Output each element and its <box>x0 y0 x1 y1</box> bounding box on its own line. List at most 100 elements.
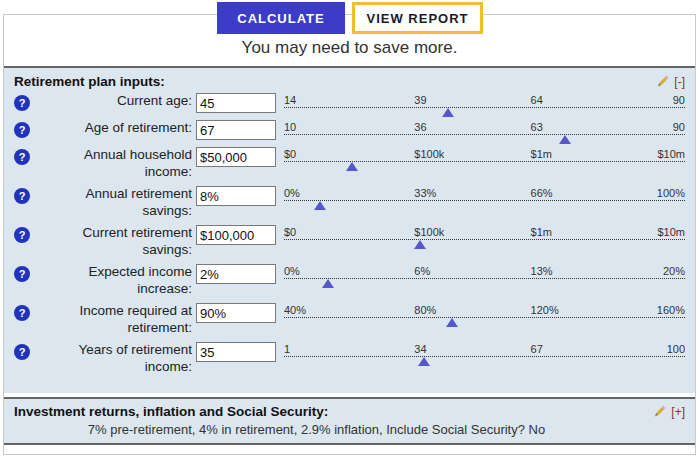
slider-tick-label: 14 <box>284 94 296 106</box>
input-row: ? Current age: 14 39 64 90 <box>12 93 687 120</box>
row-label: Current age: <box>42 93 192 110</box>
row-input[interactable] <box>196 93 276 113</box>
slider-track[interactable]: 0% 33% 66% 100% <box>284 186 685 212</box>
slider-tick-label: 1 <box>284 343 290 355</box>
row-label: Years of retirement income: <box>42 342 192 376</box>
slider-tick-label: 0% <box>284 265 300 277</box>
slider-tick-label: $0 <box>284 148 296 160</box>
input-row: ? Expected income increase: 0% 6% 13% 20% <box>12 264 687 303</box>
calculator-panel: You may need to save more. Retirement pl… <box>3 14 696 455</box>
slider-thumb[interactable] <box>559 135 571 144</box>
slider-tick-label: $0 <box>284 226 296 238</box>
input-row: ? Age of retirement: 10 36 63 90 <box>12 120 687 147</box>
slider-tick-label: $10m <box>657 148 685 160</box>
slider-tick-label: 6% <box>414 265 430 277</box>
row-label: Age of retirement: <box>42 120 192 137</box>
slider-track[interactable]: 0% 6% 13% 20% <box>284 264 685 290</box>
row-input[interactable] <box>196 225 276 245</box>
row-label: Current retirement savings: <box>42 225 192 259</box>
slider-tick-label: 67 <box>531 343 543 355</box>
slider-tick-label: 36 <box>414 121 426 133</box>
expand-toggle[interactable]: [+] <box>671 405 685 419</box>
slider-track[interactable]: $0$100k$1m$10m <box>284 225 685 251</box>
slider-thumb[interactable] <box>322 279 334 288</box>
section-title: Investment returns, inflation and Social… <box>14 404 328 419</box>
slider-tick-label: 100% <box>657 187 685 199</box>
help-icon[interactable]: ? <box>14 305 30 321</box>
slider-tick-label: 40% <box>284 304 306 316</box>
slider-tick-label: 66% <box>531 187 553 199</box>
help-icon[interactable]: ? <box>14 266 30 282</box>
section-title: Retirement plan inputs: <box>14 74 165 89</box>
slider-tick-label: 33% <box>414 187 436 199</box>
slider-tick-label: 90 <box>673 121 685 133</box>
help-icon[interactable]: ? <box>14 227 30 243</box>
input-row: ? Years of retirement income: 1 34 67 100 <box>12 342 687 381</box>
slider-track[interactable]: 14 39 64 90 <box>284 93 685 119</box>
pencil-icon[interactable] <box>652 404 667 419</box>
row-label: Annual household income: <box>42 147 192 181</box>
slider-tick-label: 160% <box>657 304 685 316</box>
slider-tick-label: 90 <box>673 94 685 106</box>
help-icon[interactable]: ? <box>14 188 30 204</box>
input-row: ?Current retirement savings:$0$100k$1m$1… <box>12 225 687 264</box>
slider-dotted-line <box>284 317 685 318</box>
slider-tick-label: 20% <box>663 265 685 277</box>
help-icon[interactable]: ? <box>14 344 30 360</box>
slider-tick-label: $100k <box>414 226 444 238</box>
slider-tick-label: 10 <box>284 121 296 133</box>
retirement-inputs-section: Retirement plan inputs: [-] ? Current age… <box>4 66 695 393</box>
slider-tick-label: $100k <box>414 148 444 160</box>
input-rows: ? Current age: 14 39 64 90? Age of retirement:… <box>12 93 687 381</box>
slider-track[interactable]: 10 36 63 90 <box>284 120 685 146</box>
slider-thumb[interactable] <box>414 240 426 249</box>
row-input[interactable] <box>196 120 276 140</box>
slider-dotted-line <box>284 278 685 279</box>
slider-tick-label: 13% <box>531 265 553 277</box>
row-input[interactable] <box>196 342 276 362</box>
slider-thumb[interactable] <box>442 108 454 117</box>
slider-track[interactable]: 1 34 67 100 <box>284 342 685 368</box>
top-button-bar: CALCULATE VIEW REPORT <box>0 2 700 34</box>
row-label: Expected income increase: <box>42 264 192 298</box>
row-input[interactable] <box>196 264 276 284</box>
returns-summary: 7% pre-retirement, 4% in retirement, 2.9… <box>12 420 687 438</box>
result-headline: You may need to save more. <box>4 38 695 58</box>
slider-tick-label: 100 <box>667 343 685 355</box>
row-label: Income required at retirement: <box>42 303 192 337</box>
slider-thumb[interactable] <box>446 318 458 327</box>
row-label: Annual retirement savings: <box>42 186 192 220</box>
input-row: ? Annual household income: $0 $100k $1m $10m <box>12 147 687 186</box>
slider-dotted-line <box>284 200 685 201</box>
slider-tick-label: 63 <box>531 121 543 133</box>
slider-track[interactable]: $0 $100k $1m $10m <box>284 147 685 173</box>
slider-tick-label: $10m <box>657 226 685 238</box>
row-input[interactable] <box>196 186 276 206</box>
slider-thumb[interactable] <box>418 357 430 366</box>
pencil-icon[interactable] <box>655 74 670 89</box>
input-row: ? Annual retirement savings: 0% 33% 66% 100% <box>12 186 687 225</box>
view-report-button[interactable]: VIEW REPORT <box>352 2 483 34</box>
slider-dotted-line <box>284 107 685 108</box>
slider-tick-label: 64 <box>531 94 543 106</box>
slider-track[interactable]: 40% 80% 120% 160% <box>284 303 685 329</box>
slider-dotted-line <box>284 356 685 357</box>
slider-tick-label: $1m <box>531 148 552 160</box>
slider-tick-label: 39 <box>414 94 426 106</box>
slider-tick-label: 34 <box>414 343 426 355</box>
row-input[interactable] <box>196 147 276 167</box>
collapse-toggle[interactable]: [-] <box>674 75 685 89</box>
help-icon[interactable]: ? <box>14 95 30 111</box>
slider-thumb[interactable] <box>346 162 358 171</box>
calculate-button[interactable]: CALCULATE <box>217 2 345 34</box>
slider-tick-label: 80% <box>414 304 436 316</box>
slider-tick-label: 120% <box>531 304 559 316</box>
help-icon[interactable]: ? <box>14 149 30 165</box>
slider-thumb[interactable] <box>314 201 326 210</box>
row-input[interactable] <box>196 303 276 323</box>
slider-dotted-line <box>284 134 685 135</box>
input-row: ? Income required at retirement: 40% 80% 120… <box>12 303 687 342</box>
help-icon[interactable]: ? <box>14 122 30 138</box>
slider-dotted-line <box>284 161 685 162</box>
slider-tick-label: 0% <box>284 187 300 199</box>
